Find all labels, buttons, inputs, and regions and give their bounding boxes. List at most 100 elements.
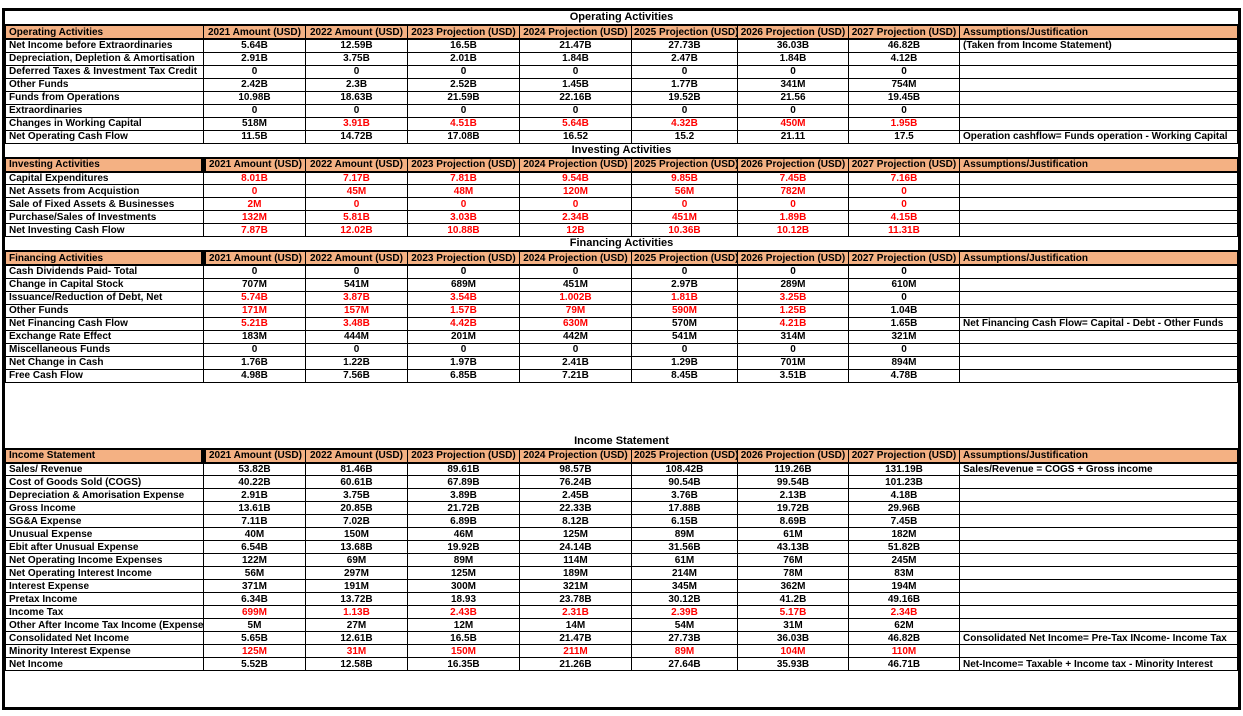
value-cell[interactable]: 0 [848, 290, 960, 305]
value-cell[interactable]: 46.82B [848, 631, 960, 645]
value-cell[interactable]: 451M [519, 277, 632, 292]
value-cell[interactable]: 314M [737, 329, 849, 344]
value-cell[interactable]: 1.84B [519, 51, 632, 66]
column-header-2023[interactable]: 2023 Projection (USD) [407, 24, 520, 40]
value-cell[interactable]: 0 [203, 184, 306, 198]
row-label[interactable]: Funds from Operations [5, 90, 204, 105]
value-cell[interactable]: 2.39B [631, 605, 738, 619]
value-cell[interactable]: 101.23B [848, 475, 960, 489]
column-header-2022[interactable]: 2022 Amount (USD) [305, 447, 408, 464]
assumption-cell[interactable] [959, 329, 1238, 344]
value-cell[interactable]: 76.24B [519, 475, 632, 489]
value-cell[interactable]: 20.85B [305, 501, 408, 515]
value-cell[interactable]: 211M [519, 644, 632, 658]
value-cell[interactable]: 16.5B [407, 38, 520, 53]
value-cell[interactable]: 321M [848, 329, 960, 344]
value-cell[interactable]: 1.97B [407, 355, 520, 370]
value-cell[interactable]: 99.54B [737, 475, 849, 489]
value-cell[interactable]: 754M [848, 77, 960, 92]
value-cell[interactable]: 4.12B [848, 51, 960, 66]
column-header-2026[interactable]: 2026 Projection (USD) [737, 447, 849, 464]
column-header-2022[interactable]: 2022 Amount (USD) [305, 24, 408, 40]
value-cell[interactable]: 699M [203, 605, 306, 619]
value-cell[interactable]: 0 [305, 342, 408, 357]
value-cell[interactable]: 61M [737, 527, 849, 541]
value-cell[interactable]: 27.73B [631, 631, 738, 645]
value-cell[interactable]: 2.97B [631, 277, 738, 292]
assumption-cell[interactable] [959, 605, 1238, 619]
value-cell[interactable]: 10.88B [407, 223, 520, 237]
value-cell[interactable]: 6.89B [407, 514, 520, 528]
row-label[interactable]: Exchange Rate Effect [5, 329, 204, 344]
value-cell[interactable]: 67.89B [407, 475, 520, 489]
value-cell[interactable]: 2.47B [631, 51, 738, 66]
value-cell[interactable]: 0 [407, 342, 520, 357]
row-label[interactable]: Extraordinaries [5, 103, 204, 118]
value-cell[interactable]: 110M [848, 644, 960, 658]
value-cell[interactable]: 3.75B [305, 51, 408, 66]
value-cell[interactable]: 54M [631, 618, 738, 632]
value-cell[interactable]: 5.52B [203, 657, 306, 671]
value-cell[interactable]: 3.87B [305, 290, 408, 305]
assumption-cell[interactable] [959, 527, 1238, 541]
value-cell[interactable]: 8.45B [631, 368, 738, 383]
row-label[interactable]: Cash Dividends Paid- Total [5, 264, 204, 279]
value-cell[interactable]: 19.92B [407, 540, 520, 554]
row-label[interactable]: Pretax Income [5, 592, 204, 606]
row-label[interactable]: Net Investing Cash Flow [5, 223, 204, 237]
value-cell[interactable]: 4.32B [631, 116, 738, 131]
value-cell[interactable]: 12.58B [305, 657, 408, 671]
value-cell[interactable]: 4.51B [407, 116, 520, 131]
column-header-2022[interactable]: 2022 Amount (USD) [305, 156, 408, 173]
value-cell[interactable]: 21.26B [519, 657, 632, 671]
section-header-label[interactable]: Income Statement [5, 447, 204, 464]
value-cell[interactable]: 4.78B [848, 368, 960, 383]
value-cell[interactable]: 0 [631, 342, 738, 357]
value-cell[interactable]: 0 [519, 103, 632, 118]
row-label[interactable]: Interest Expense [5, 579, 204, 593]
value-cell[interactable]: 29.96B [848, 501, 960, 515]
value-cell[interactable]: 2.01B [407, 51, 520, 66]
value-cell[interactable]: 7.02B [305, 514, 408, 528]
row-label[interactable]: Depreciation, Depletion & Amortisation [5, 51, 204, 66]
value-cell[interactable]: 1.13B [305, 605, 408, 619]
value-cell[interactable]: 1.81B [631, 290, 738, 305]
value-cell[interactable]: 14.72B [305, 129, 408, 144]
value-cell[interactable]: 2.31B [519, 605, 632, 619]
assumption-cell[interactable] [959, 618, 1238, 632]
column-header-2021[interactable]: 2021 Amount (USD) [201, 250, 306, 266]
value-cell[interactable]: 4.42B [407, 316, 520, 331]
assumption-cell[interactable] [959, 475, 1238, 489]
value-cell[interactable]: 2.34B [519, 210, 632, 224]
value-cell[interactable]: 3.48B [305, 316, 408, 331]
value-cell[interactable]: 701M [737, 355, 849, 370]
value-cell[interactable]: 27.73B [631, 38, 738, 53]
column-header-2023[interactable]: 2023 Projection (USD) [407, 447, 520, 464]
section-title-investing-activities[interactable]: Investing Activities [571, 143, 672, 156]
value-cell[interactable]: 2.91B [203, 488, 306, 502]
value-cell[interactable]: 12.59B [305, 38, 408, 53]
section-header-label[interactable]: Operating Activities [5, 24, 204, 40]
assumption-cell[interactable] [959, 342, 1238, 357]
value-cell[interactable]: 83M [848, 566, 960, 580]
column-header-2021[interactable]: 2021 Amount (USD) [201, 156, 306, 173]
value-cell[interactable]: 22.33B [519, 501, 632, 515]
value-cell[interactable]: 3.91B [305, 116, 408, 131]
value-cell[interactable]: 297M [305, 566, 408, 580]
value-cell[interactable]: 14M [519, 618, 632, 632]
row-label[interactable]: SG&A Expense [5, 514, 204, 528]
assumption-cell[interactable] [959, 355, 1238, 370]
assumption-cell[interactable] [959, 184, 1238, 198]
value-cell[interactable]: 24.14B [519, 540, 632, 554]
value-cell[interactable]: 13.61B [203, 501, 306, 515]
value-cell[interactable]: 17.08B [407, 129, 520, 144]
value-cell[interactable]: 3.25B [737, 290, 849, 305]
value-cell[interactable]: 11.31B [848, 223, 960, 237]
column-header-2021[interactable]: 2021 Amount (USD) [203, 24, 306, 40]
value-cell[interactable]: 4.18B [848, 488, 960, 502]
value-cell[interactable]: 21.47B [519, 38, 632, 53]
column-header-2027[interactable]: 2027 Projection (USD) [848, 156, 960, 173]
assumption-cell[interactable] [959, 210, 1238, 224]
value-cell[interactable]: 9.85B [631, 171, 738, 185]
value-cell[interactable]: 7.21B [519, 368, 632, 383]
